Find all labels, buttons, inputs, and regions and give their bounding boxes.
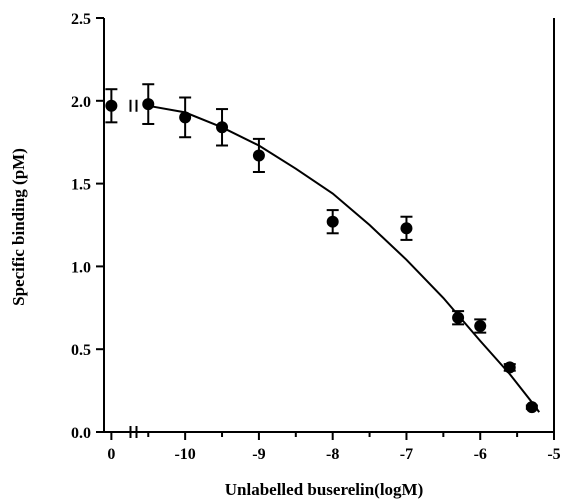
fit-curve (148, 104, 541, 413)
y-tick-label: 2.5 (71, 11, 91, 28)
data-point (216, 121, 229, 134)
data-point (105, 99, 118, 112)
data-point (326, 215, 339, 228)
y-axis: 0.0 0.5 1.0 1.5 2.0 2.5 (71, 11, 104, 442)
x-axis: 0 -10 -9 -8 -7 -6 -5 (107, 432, 561, 463)
x-axis-title: Unlabelled buserelin(logM) (225, 480, 424, 499)
data-points (105, 83, 538, 414)
x-tick-label: -6 (474, 446, 487, 463)
x-tick-label: -7 (400, 446, 413, 463)
y-tick-label: 1.0 (71, 259, 91, 276)
plot-frame (103, 18, 555, 433)
data-point (252, 149, 265, 162)
x-tick-label: -9 (252, 446, 265, 463)
x-tick-label: -5 (547, 446, 560, 463)
data-point (142, 98, 155, 111)
axis-break-marks (129, 99, 138, 438)
data-point (179, 111, 192, 124)
y-tick-label: 1.5 (71, 177, 91, 194)
y-axis-title: Specific binding (pM) (9, 148, 28, 306)
y-tick-label: 0.0 (71, 425, 91, 442)
x-tick-label: -10 (174, 446, 195, 463)
data-point (400, 222, 413, 235)
data-point (503, 361, 516, 374)
y-tick-label: 2.0 (71, 94, 91, 111)
y-tick-label: 0.5 (71, 342, 91, 359)
x-tick-label: -8 (326, 446, 339, 463)
data-point (452, 311, 465, 324)
data-point (525, 401, 538, 414)
x-tick-label: 0 (107, 446, 115, 463)
data-point (474, 320, 487, 333)
